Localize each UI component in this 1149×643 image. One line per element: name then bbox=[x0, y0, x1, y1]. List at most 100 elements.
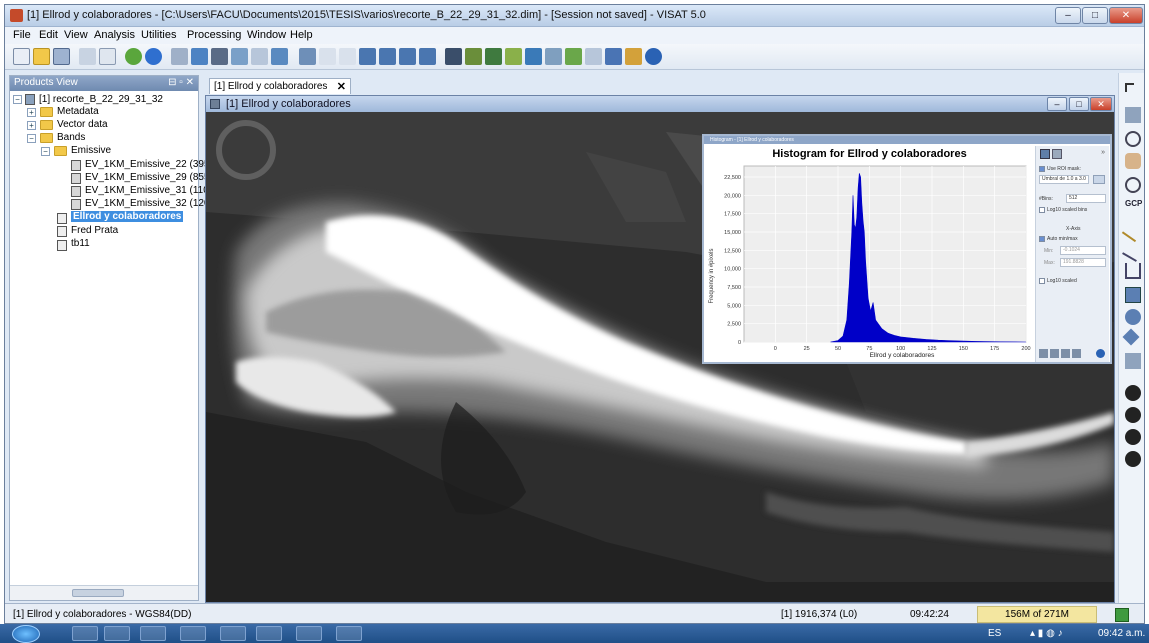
layer-icon[interactable] bbox=[231, 48, 248, 65]
menu-edit[interactable]: Edit bbox=[39, 29, 58, 41]
tree-band[interactable]: EV_1KM_Emissive_22 (395 bbox=[85, 159, 210, 170]
menu-analysis[interactable]: Analysis bbox=[94, 29, 135, 41]
select-tool-icon[interactable] bbox=[1125, 83, 1134, 92]
roi-mask-select[interactable]: Umbral de 1.0 a 3.0 bbox=[1039, 175, 1089, 184]
globe-icon[interactable] bbox=[645, 48, 662, 65]
gcp-tool-icon[interactable]: GCP bbox=[1125, 199, 1143, 208]
draw-line-icon[interactable] bbox=[1121, 219, 1144, 243]
menu-help[interactable]: Help bbox=[290, 29, 313, 41]
menu-utilities[interactable]: Utilities bbox=[141, 29, 177, 41]
database-icon[interactable] bbox=[445, 48, 462, 65]
pin-tool-icon[interactable] bbox=[1125, 177, 1141, 193]
save-product-icon[interactable] bbox=[53, 48, 70, 65]
range-finder-icon[interactable] bbox=[1125, 107, 1141, 123]
panel-controls[interactable]: ⊟ ▫ ✕ bbox=[168, 77, 194, 88]
garbage-collect-icon[interactable] bbox=[1115, 608, 1129, 622]
frame-close-button[interactable]: ✕ bbox=[1090, 97, 1112, 111]
refresh-icon[interactable] bbox=[1040, 149, 1050, 159]
taskbar-app-visat[interactable] bbox=[336, 626, 362, 641]
taskbar-app-photoshop[interactable] bbox=[296, 626, 322, 641]
band-maths-icon[interactable] bbox=[171, 48, 188, 65]
taskbar-app-outlook[interactable] bbox=[220, 626, 246, 641]
tree-horizontal-scrollbar[interactable] bbox=[10, 585, 198, 600]
collapse-product-icon[interactable]: − bbox=[13, 95, 22, 104]
tree-vector-data[interactable]: Vector data bbox=[57, 119, 108, 130]
export-icon[interactable] bbox=[99, 48, 116, 65]
pixel-info-icon[interactable] bbox=[545, 48, 562, 65]
statistics-icon[interactable] bbox=[339, 48, 356, 65]
information-icon[interactable] bbox=[299, 48, 316, 65]
histogram-icon[interactable] bbox=[359, 48, 376, 65]
insert-figure-icon[interactable] bbox=[1125, 353, 1141, 369]
navigation-icon[interactable] bbox=[565, 48, 582, 65]
tree-band[interactable]: EV_1KM_Emissive_31 (110 bbox=[85, 185, 209, 196]
min-input[interactable]: -0.1024 bbox=[1060, 246, 1106, 255]
export-chart-icon[interactable] bbox=[1072, 349, 1081, 358]
gcp-icon[interactable] bbox=[251, 48, 268, 65]
collapse-emissive-icon[interactable]: − bbox=[41, 147, 50, 156]
tray-icons[interactable]: ▴ ▮ ◍ ♪ bbox=[1030, 628, 1063, 639]
mask-icon[interactable] bbox=[1093, 175, 1105, 184]
properties-icon[interactable] bbox=[79, 48, 96, 65]
log-scaled-checkbox[interactable] bbox=[1039, 278, 1045, 284]
pin-manager-icon[interactable] bbox=[271, 48, 288, 65]
bins-input[interactable]: 512 bbox=[1066, 194, 1106, 203]
taskbar-app-firefox[interactable] bbox=[72, 626, 98, 641]
tree-band[interactable]: EV_1KM_Emissive_32 (120 bbox=[85, 198, 210, 209]
tree-product[interactable]: [1] recorte_B_22_29_31_32 bbox=[39, 94, 163, 105]
start-button[interactable] bbox=[12, 625, 40, 643]
graticule-icon[interactable] bbox=[211, 48, 228, 65]
collapse-bands-icon[interactable]: − bbox=[27, 134, 36, 143]
help-icon[interactable] bbox=[1096, 349, 1105, 358]
tree-band[interactable]: tb11 bbox=[71, 238, 90, 249]
menu-processing[interactable]: Processing bbox=[187, 29, 242, 41]
world-wind-icon[interactable] bbox=[625, 48, 642, 65]
tool-b-icon[interactable] bbox=[1125, 407, 1141, 423]
menu-window[interactable]: Window bbox=[247, 29, 287, 41]
draw-ellipse-icon[interactable] bbox=[1125, 309, 1141, 325]
document-tab[interactable]: [1] Ellrod y colaboradores ✕ bbox=[209, 78, 351, 94]
draw-polyline-icon[interactable] bbox=[1122, 240, 1144, 262]
frame-minimize-button[interactable]: – bbox=[1047, 97, 1067, 111]
draw-rectangle-icon[interactable] bbox=[1125, 287, 1141, 303]
scrollbar-thumb[interactable] bbox=[72, 589, 124, 597]
close-button[interactable]: ✕ bbox=[1109, 7, 1143, 24]
collapse-icon[interactable]: » bbox=[1101, 149, 1105, 156]
profile-plot-icon[interactable] bbox=[399, 48, 416, 65]
auto-minmax-checkbox[interactable] bbox=[1039, 236, 1045, 242]
taskbar-app-browser[interactable] bbox=[104, 626, 130, 641]
tree-bands[interactable]: Bands bbox=[57, 132, 86, 143]
zoom-icon[interactable] bbox=[1039, 349, 1048, 358]
tree-band[interactable]: EV_1KM_Emissive_29 (855 bbox=[85, 172, 210, 183]
mask-manager-icon[interactable] bbox=[505, 48, 522, 65]
expand-vector-icon[interactable]: + bbox=[27, 121, 36, 130]
copy-icon[interactable] bbox=[1050, 349, 1059, 358]
expand-metadata-icon[interactable]: + bbox=[27, 108, 36, 117]
max-input[interactable]: 191.8828 bbox=[1060, 258, 1106, 267]
tree-band-selected[interactable]: Ellrod y colaboradores bbox=[71, 211, 184, 222]
zoom-tool-icon[interactable] bbox=[1125, 131, 1141, 147]
settings-icon[interactable] bbox=[1052, 149, 1062, 159]
log-bins-checkbox[interactable] bbox=[1039, 207, 1045, 213]
tool-d-icon[interactable] bbox=[1125, 451, 1141, 467]
taskbar-app-explorer[interactable] bbox=[256, 626, 282, 641]
plugin-icon[interactable] bbox=[125, 48, 142, 65]
tree-emissive[interactable]: Emissive bbox=[71, 145, 112, 156]
minimize-button[interactable]: – bbox=[1055, 7, 1081, 24]
tree-band[interactable]: Fred Prata bbox=[71, 225, 119, 236]
print-icon[interactable] bbox=[1061, 349, 1070, 358]
open-product-icon[interactable] bbox=[33, 48, 50, 65]
tool-a-icon[interactable] bbox=[1125, 385, 1141, 401]
memory-indicator[interactable]: 156M of 271M bbox=[977, 606, 1097, 623]
language-indicator[interactable]: ES bbox=[988, 628, 1002, 639]
use-roi-checkbox[interactable] bbox=[1039, 166, 1045, 172]
satellite-image[interactable]: Histogram - [1] Ellrod y colaboradores H… bbox=[206, 112, 1114, 602]
taskbar-clock[interactable]: 09:42 a.m. bbox=[1098, 628, 1146, 639]
draw-polygon-icon[interactable] bbox=[1125, 263, 1141, 279]
layer-manager-icon[interactable] bbox=[485, 48, 502, 65]
help-icon[interactable] bbox=[145, 48, 162, 65]
taskbar-app-word[interactable] bbox=[180, 626, 206, 641]
navigation-control[interactable] bbox=[216, 120, 276, 180]
colour-manipulation-icon[interactable] bbox=[525, 48, 542, 65]
new-product-icon[interactable] bbox=[13, 48, 30, 65]
